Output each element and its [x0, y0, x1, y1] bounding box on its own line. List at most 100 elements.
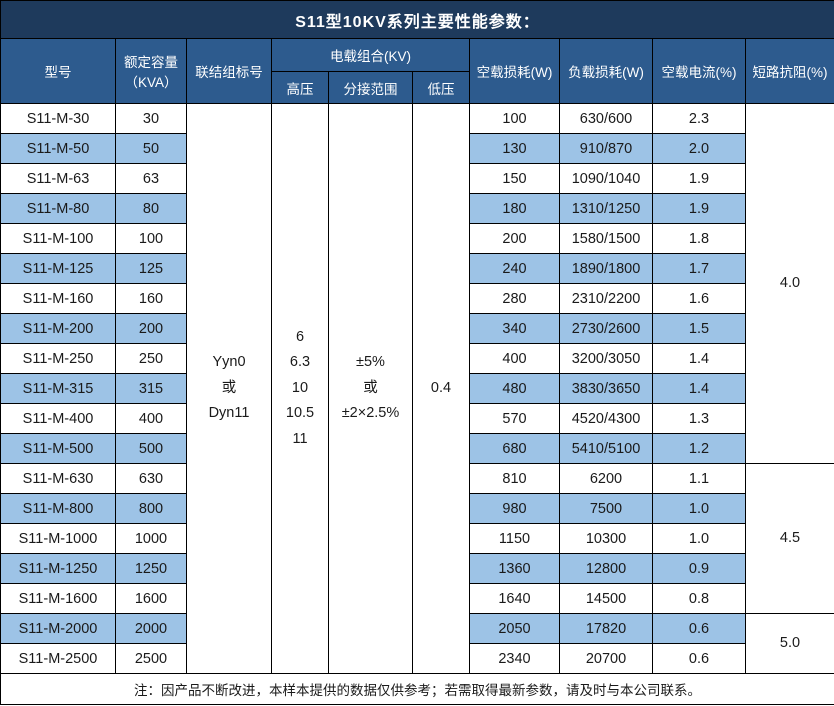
cell-model: S11-M-160 — [0, 283, 116, 314]
cell-no-load-loss: 400 — [469, 343, 560, 374]
cell-no-load-current: 1.0 — [652, 493, 746, 524]
cell-model: S11-M-1000 — [0, 523, 116, 554]
cell-model: S11-M-1250 — [0, 553, 116, 584]
col-header-hv: 高压 — [271, 71, 329, 104]
col-header-vector-group: 联结组标号 — [186, 38, 272, 104]
cell-load-loss: 1580/1500 — [559, 223, 653, 254]
cell-capacity: 100 — [115, 223, 187, 254]
col-header-lv: 低压 — [412, 71, 470, 104]
cell-tap-range-line: ±2×2.5% — [341, 405, 400, 422]
col-header-tap-range: 分接范围 — [328, 71, 413, 104]
cell-load-loss: 1890/1800 — [559, 253, 653, 284]
cell-hv-voltage-line: 6 — [295, 329, 305, 346]
cell-capacity: 50 — [115, 133, 187, 164]
col-header-capacity-line1: 额定容量 — [124, 55, 178, 70]
table-row: S11-M-1600 1600 1640 14500 0.8 — [0, 583, 834, 614]
cell-hv-voltage-line: 10 — [291, 379, 309, 396]
cell-load-loss: 2310/2200 — [559, 283, 653, 314]
cell-capacity: 1250 — [115, 553, 187, 584]
cell-impedance: 4.0 — [745, 103, 834, 464]
table-row: S11-M-2000 2000 2050 17820 0.6 5.0 — [0, 613, 834, 674]
cell-capacity: 80 — [115, 193, 187, 224]
cell-no-load-current: 0.9 — [652, 553, 746, 584]
table-row: S11-M-100 100 200 1580/1500 1.8 — [0, 223, 834, 254]
cell-no-load-loss: 980 — [469, 493, 560, 524]
cell-no-load-current: 2.0 — [652, 133, 746, 164]
cell-no-load-loss: 130 — [469, 133, 560, 164]
cell-capacity: 2500 — [115, 643, 187, 674]
cell-capacity: 800 — [115, 493, 187, 524]
cell-no-load-current: 1.6 — [652, 283, 746, 314]
cell-no-load-loss: 280 — [469, 283, 560, 314]
cell-load-loss: 17820 — [559, 613, 653, 644]
col-header-impedance: 短路抗阻(%) — [745, 38, 834, 104]
col-header-model: 型号 — [0, 38, 116, 104]
cell-load-loss: 3200/3050 — [559, 343, 653, 374]
cell-no-load-current: 1.9 — [652, 163, 746, 194]
cell-no-load-loss: 180 — [469, 193, 560, 224]
cell-capacity: 315 — [115, 373, 187, 404]
cell-no-load-loss: 810 — [469, 463, 560, 494]
table-row: S11-M-2500 2500 2340 20700 0.6 — [0, 643, 834, 674]
cell-vector-group-line: Dyn11 — [208, 405, 250, 422]
col-header-capacity: 额定容量 （KVA） — [115, 38, 187, 104]
table-row: S11-M-400 400 570 4520/4300 1.3 — [0, 403, 834, 434]
cell-load-loss: 20700 — [559, 643, 653, 674]
title-row: S11型10KV系列主要性能参数： — [0, 0, 834, 39]
cell-no-load-current: 1.2 — [652, 433, 746, 464]
cell-no-load-current: 1.4 — [652, 343, 746, 374]
cell-load-loss: 7500 — [559, 493, 653, 524]
cell-model: S11-M-630 — [0, 463, 116, 494]
cell-tap-range-line: 或 — [363, 379, 378, 396]
cell-tap-range-line: ±5% — [356, 354, 385, 371]
cell-load-loss: 1090/1040 — [559, 163, 653, 194]
cell-no-load-current: 1.3 — [652, 403, 746, 434]
table-row: S11-M-800 800 980 7500 1.0 — [0, 493, 834, 524]
header-row-2: 高压 分接范围 低压 — [1, 71, 834, 104]
cell-no-load-current: 1.8 — [652, 223, 746, 254]
cell-model: S11-M-400 — [0, 403, 116, 434]
col-header-no-load-current: 空载电流(%) — [652, 38, 746, 104]
cell-model: S11-M-100 — [0, 223, 116, 254]
cell-lv-voltage-line: 0.4 — [430, 379, 452, 396]
cell-no-load-current: 2.3 — [652, 103, 746, 134]
cell-load-loss: 1310/1250 — [559, 193, 653, 224]
cell-no-load-loss: 680 — [469, 433, 560, 464]
cell-model: S11-M-50 — [0, 133, 116, 164]
table-note: 注：因产品不断改进，本样本提供的数据仅供参考；若需取得最新参数，请及时与本公司联… — [0, 673, 834, 705]
table-row: S11-M-500 500 680 5410/5100 1.2 — [0, 433, 834, 464]
cell-model: S11-M-200 — [0, 313, 116, 344]
cell-load-loss: 12800 — [559, 553, 653, 584]
cell-no-load-loss: 200 — [469, 223, 560, 254]
cell-no-load-loss: 1640 — [469, 583, 560, 614]
cell-model: S11-M-315 — [0, 373, 116, 404]
table-title: S11型10KV系列主要性能参数： — [0, 0, 834, 39]
cell-no-load-loss: 1150 — [469, 523, 560, 554]
cell-load-loss: 2730/2600 — [559, 313, 653, 344]
cell-no-load-current: 1.5 — [652, 313, 746, 344]
cell-model: S11-M-500 — [0, 433, 116, 464]
cell-capacity: 630 — [115, 463, 187, 494]
cell-no-load-loss: 2050 — [469, 613, 560, 644]
note-row: 注：因产品不断改进，本样本提供的数据仅供参考；若需取得最新参数，请及时与本公司联… — [0, 673, 834, 705]
cell-model: S11-M-800 — [0, 493, 116, 524]
cell-no-load-loss: 240 — [469, 253, 560, 284]
cell-hv-voltage: 6 6.3 10 10.5 11 — [271, 103, 329, 674]
cell-lv-voltage: 0.4 — [412, 103, 470, 674]
cell-no-load-current: 0.6 — [652, 613, 746, 644]
cell-no-load-loss: 100 — [469, 103, 560, 134]
cell-capacity: 30 — [115, 103, 187, 134]
table-row: S11-M-1000 1000 1150 10300 1.0 — [0, 523, 834, 554]
cell-capacity: 250 — [115, 343, 187, 374]
cell-vector-group: Yyn0 或 Dyn11 — [186, 103, 272, 674]
cell-no-load-loss: 570 — [469, 403, 560, 434]
col-header-load-loss: 负载损耗(W) — [559, 38, 653, 104]
table-row: S11-M-160 160 280 2310/2200 1.6 — [0, 283, 834, 314]
cell-hv-voltage-line: 6.3 — [289, 354, 311, 371]
cell-vector-group-line: Yyn0 — [212, 354, 246, 371]
cell-no-load-loss: 150 — [469, 163, 560, 194]
cell-load-loss: 14500 — [559, 583, 653, 614]
cell-load-loss: 6200 — [559, 463, 653, 494]
